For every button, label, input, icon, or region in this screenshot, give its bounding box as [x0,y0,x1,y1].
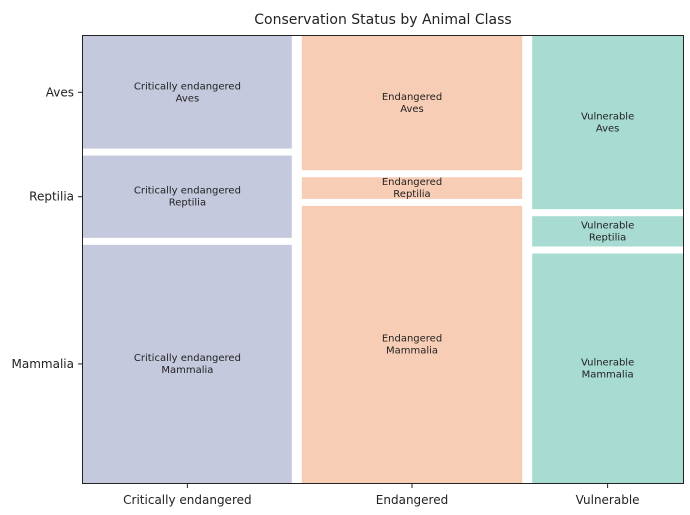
cell-label-endangered-aves: Endangered Aves [382,92,442,115]
cell-vulnerable-reptilia [532,216,683,247]
y-axis-ticks: Aves Reptilia Mammalia [12,85,83,371]
chart-title: Conservation Status by Animal Class [254,12,511,28]
cell-label-critically-endangered-aves: Critically endangered Aves [134,81,241,104]
y-tick-label-reptilia: Reptilia [29,190,74,204]
cell-vulnerable-mammalia [532,253,683,483]
cell-endangered-mammalia [301,205,523,483]
cell-label-endangered-mammalia: Endangered Mammalia [382,333,442,356]
cell-label-vulnerable-reptilia: Vulnerable Reptilia [581,220,634,243]
x-tick-label-vulnerable: Vulnerable [576,493,640,507]
cell-label-vulnerable-mammalia: Vulnerable Mammalia [581,357,634,380]
y-tick-label-mammalia: Mammalia [12,357,74,371]
cell-endangered-aves [301,36,523,171]
cell-critically-endangered-mammalia [83,244,292,483]
cell-label-vulnerable-aves: Vulnerable Aves [581,112,634,135]
x-tick-label-critically-endangered: Critically endangered [123,493,251,507]
cell-critically-endangered-reptilia [83,155,292,238]
plot-frame [82,35,684,484]
x-tick-label-endangered: Endangered [376,493,448,507]
y-tick-label-aves: Aves [46,85,74,99]
cell-label-critically-endangered-reptilia: Critically endangered Reptilia [134,186,241,209]
cell-critically-endangered-aves [83,36,292,149]
cell-vulnerable-aves [532,36,683,210]
mosaic-cells: Critically endangered Aves Critically enda… [83,36,683,483]
cell-label-endangered-reptilia: Endangered Reptilia [382,177,442,200]
cell-label-critically-endangered-mammalia: Critically endangered Mammalia [134,353,241,376]
cell-endangered-reptilia [301,177,523,199]
x-axis-ticks: Critically endangered Endangered Vulnerabl… [123,483,640,507]
